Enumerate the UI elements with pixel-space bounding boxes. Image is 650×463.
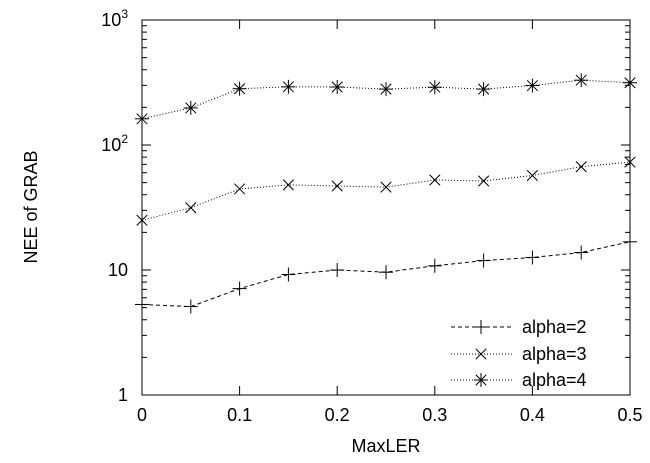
legend-marker	[474, 373, 488, 387]
series-1	[135, 234, 637, 314]
y-tick-label-exponent: 3	[121, 7, 128, 21]
data-point	[574, 245, 589, 260]
x-axis-ticks: 0 0.1 0.2 0.3 0.4 0.5	[137, 20, 643, 425]
data-point	[575, 161, 587, 173]
data-point	[476, 253, 491, 268]
series-3	[135, 73, 637, 126]
data-point	[183, 299, 198, 314]
series-line	[141, 79, 631, 120]
y-tick-label: 102	[101, 132, 128, 155]
data-point	[574, 73, 589, 88]
y-tick-label-base: 10	[101, 10, 121, 30]
series-line	[141, 161, 631, 221]
legend-label: alpha=2	[522, 317, 587, 337]
series-2	[136, 156, 636, 226]
x-tick-label: 0.5	[617, 405, 642, 425]
data-point	[282, 179, 295, 191]
data-point	[281, 79, 296, 94]
y-tick-label-exponent: 2	[121, 132, 128, 146]
data-point	[476, 82, 491, 97]
data-point	[281, 267, 296, 282]
data-point	[330, 263, 345, 277]
data-point	[331, 180, 343, 192]
y-tick-label-base: 10	[101, 135, 121, 155]
y-tick-label: 1	[118, 385, 128, 405]
data-point	[623, 75, 637, 90]
legend: alpha=2 alpha=3 alpha=4	[451, 317, 587, 390]
data-point	[379, 82, 393, 97]
data-point	[233, 183, 246, 195]
data-point	[232, 281, 247, 296]
series-layer	[135, 73, 637, 314]
data-point	[624, 156, 636, 168]
data-point	[183, 100, 198, 115]
x-tick-label: 0.3	[422, 405, 447, 425]
data-point	[330, 80, 345, 95]
data-point	[623, 234, 637, 249]
legend-item: alpha=3	[451, 344, 587, 364]
data-point	[379, 265, 393, 280]
data-point	[427, 80, 442, 95]
data-point	[477, 175, 490, 187]
data-point	[232, 81, 247, 96]
legend-item: alpha=2	[451, 317, 587, 337]
y-axis-label: NEE of GRAB	[21, 150, 41, 263]
legend-label: alpha=3	[522, 344, 587, 364]
data-point	[135, 297, 149, 312]
x-tick-label: 0.1	[227, 405, 252, 425]
x-tick-label: 0.2	[325, 405, 350, 425]
legend-marker	[474, 320, 488, 334]
data-point	[136, 214, 148, 226]
data-point	[380, 181, 392, 193]
data-point	[429, 174, 441, 186]
y-tick-label: 10	[108, 260, 128, 280]
x-tick-label: 0	[137, 405, 147, 425]
x-axis-label: MaxLER	[351, 436, 420, 456]
y-tick-label: 103	[101, 7, 128, 30]
data-point	[427, 258, 442, 273]
plot-frame	[141, 19, 631, 396]
data-point	[135, 111, 149, 126]
data-point	[525, 78, 540, 93]
x-tick-label: 0.4	[520, 405, 545, 425]
legend-item: alpha=4	[451, 370, 587, 390]
legend-label: alpha=4	[522, 370, 587, 390]
data-point	[185, 202, 197, 214]
legend-marker	[475, 348, 487, 360]
data-point	[526, 169, 539, 182]
data-point	[525, 250, 540, 265]
series-line	[141, 241, 631, 308]
